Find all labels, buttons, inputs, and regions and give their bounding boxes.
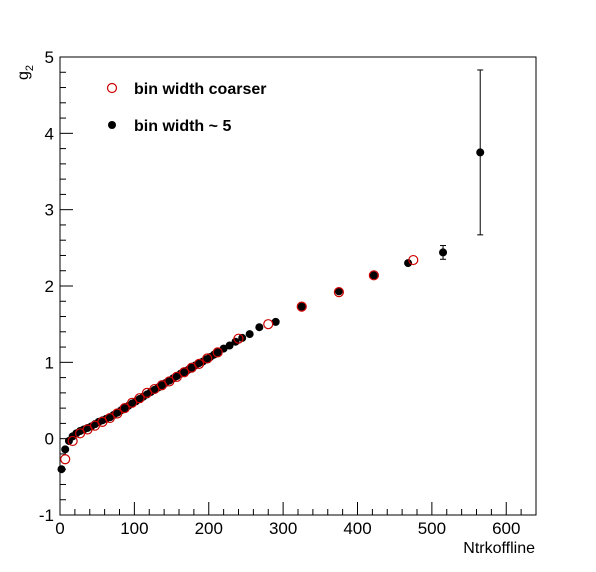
data-point-open (264, 320, 273, 329)
x-tick-label: 200 (195, 519, 223, 538)
y-tick-label: 0 (45, 430, 54, 449)
y-tick-label: 4 (45, 124, 54, 143)
series-0 (61, 256, 418, 464)
y-axis-title-main: g (15, 71, 32, 80)
data-point-open (61, 455, 70, 464)
data-point-filled (476, 148, 484, 156)
data-series (57, 70, 484, 473)
y-tick-label: 5 (45, 48, 54, 67)
x-axis-ticks (60, 502, 536, 515)
data-point-filled (246, 330, 254, 338)
legend-label-coarser: bin width coarser (134, 81, 266, 98)
x-tick-label: 400 (343, 519, 371, 538)
x-axis-tick-labels: 0 100 200 300 400 500 600 (55, 519, 520, 538)
x-tick-label: 600 (492, 519, 520, 538)
x-tick-label: 300 (269, 519, 297, 538)
y-axis-tick-labels: -1 0 1 2 3 4 5 (39, 48, 54, 525)
plot-border (60, 57, 536, 515)
legend-marker-coarser (108, 84, 117, 93)
x-tick-label: 500 (418, 519, 446, 538)
y-axis-title-group: g2 (15, 65, 36, 80)
y-axis-title-subscript: 2 (24, 65, 36, 71)
x-axis-title: Ntrkoffline (463, 540, 535, 557)
data-point-filled (61, 445, 69, 453)
y-tick-label: 2 (45, 277, 54, 296)
y-tick-label: 3 (45, 201, 54, 220)
y-axis-title: g2 (15, 65, 36, 80)
data-point-filled (439, 248, 447, 256)
y-tick-label: 1 (45, 353, 54, 372)
legend-label-bin5: bin width ~ 5 (134, 118, 231, 135)
plot-frame (60, 57, 536, 515)
data-point-filled (255, 323, 263, 331)
y-tick-label: -1 (39, 506, 54, 525)
x-tick-label: 100 (120, 519, 148, 538)
data-point-filled (57, 465, 65, 473)
x-tick-label: 0 (55, 519, 64, 538)
data-point-filled (404, 259, 412, 267)
legend-marker-bin5 (108, 121, 116, 129)
legend: bin width coarser bin width ~ 5 (108, 81, 267, 135)
